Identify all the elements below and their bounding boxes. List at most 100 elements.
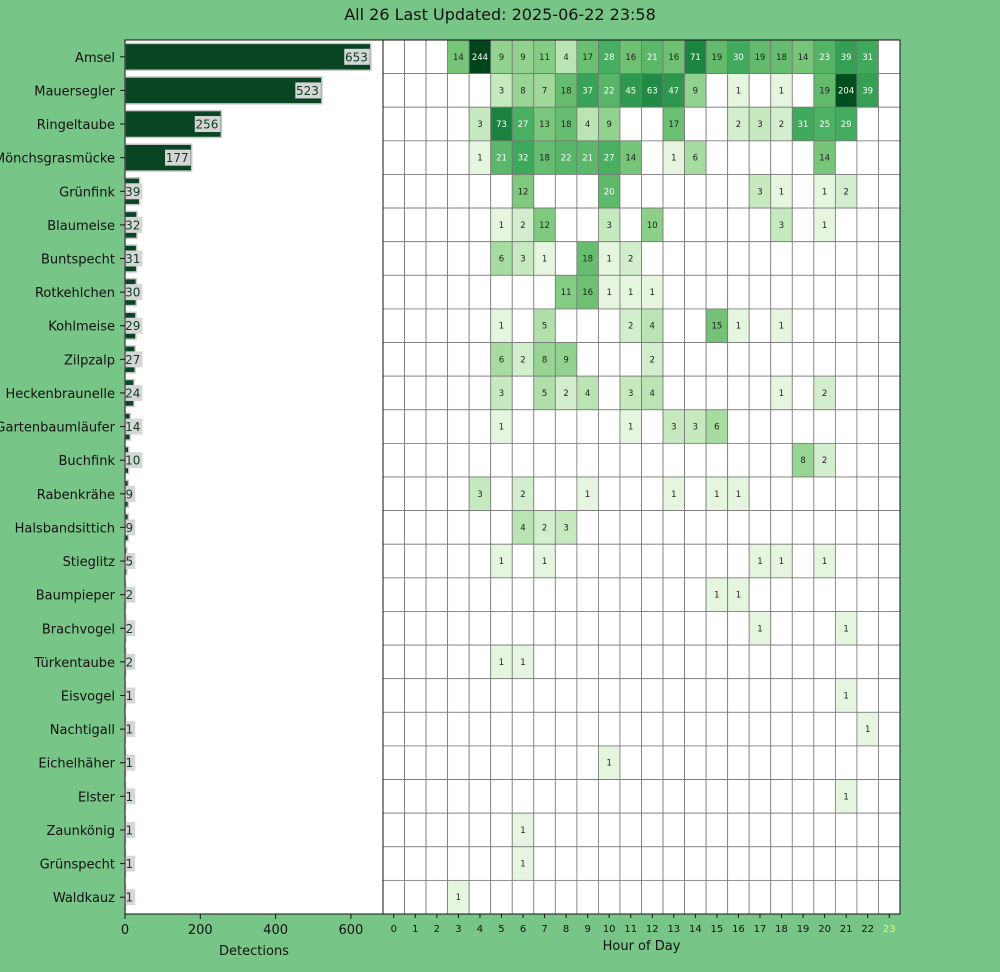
heatmap-cell (856, 476, 879, 512)
heatmap-cell (878, 711, 901, 747)
heatmap-cell (705, 812, 729, 848)
heatmap-cell (705, 779, 729, 814)
hour-tick-label: 0 (391, 924, 397, 935)
heatmap-cell (834, 543, 858, 579)
heatmap-cell-label: 1 (671, 490, 676, 500)
heatmap-cell (382, 342, 405, 377)
bar-value-label: 2 (126, 622, 134, 636)
heatmap-cell (404, 644, 427, 680)
heatmap-cell (727, 409, 750, 444)
heatmap-cell (878, 308, 901, 343)
bar-value-label-bg (194, 116, 221, 133)
heatmap-cell-label: 8 (542, 355, 547, 365)
heatmap-cell (727, 812, 750, 848)
heatmap-cell (684, 711, 707, 747)
heatmap-cell (468, 73, 492, 108)
heatmap-cell-label: 1 (843, 792, 848, 802)
heatmap-cell (533, 879, 556, 915)
heatmap-cell-label: 47 (668, 86, 679, 96)
heatmap-cell (490, 678, 513, 713)
heatmap-cell-label: 1 (757, 624, 762, 634)
bar-value-label-bg (124, 889, 136, 906)
heatmap-cell (619, 543, 642, 579)
heatmap-cell (490, 577, 513, 612)
heatmap-cell (705, 678, 729, 713)
heatmap-cell (447, 241, 470, 276)
x-tick-label: 400 (263, 923, 288, 938)
species-label: Buntspecht (41, 253, 115, 268)
heatmap-cell (705, 274, 729, 310)
heatmap-cell (727, 510, 750, 545)
heatmap-cell (705, 510, 729, 545)
heatmap-cell (511, 442, 535, 478)
heatmap-cell (598, 476, 621, 512)
heatmap-cell (533, 409, 556, 444)
bar-value-label-bg (124, 351, 143, 368)
heatmap-cell-label: 6 (499, 255, 504, 265)
heatmap-cell (511, 577, 535, 612)
heatmap-cell (598, 611, 621, 646)
heatmap-cell (641, 812, 664, 848)
heatmap-cell (684, 174, 707, 209)
hour-tick-label: 9 (584, 924, 590, 935)
heatmap-cell (576, 611, 599, 646)
bar-value-label: 2 (126, 588, 134, 602)
heatmap-cell (748, 342, 772, 377)
heatmap-cell (425, 812, 449, 848)
heatmap-cell-label: 1 (499, 221, 504, 231)
heatmap-cell-label: 3 (628, 389, 633, 399)
heatmap-cell (404, 678, 427, 713)
heatmap-cell-label: 18 (561, 120, 572, 130)
bar-value-label-bg (124, 485, 136, 502)
heatmap-cell (404, 779, 427, 814)
heatmap-cell-label: 1 (520, 826, 525, 836)
heatmap-cell (425, 644, 449, 680)
heatmap-cell-label: 21 (582, 154, 593, 164)
heatmap-cell (727, 241, 750, 276)
heatmap-cell (447, 812, 470, 848)
heatmap-cell (382, 174, 405, 209)
heatmap-cell (447, 207, 470, 243)
heatmap-cell (404, 308, 427, 343)
heatmap-cell (619, 779, 642, 814)
heatmap-cell (727, 846, 750, 881)
heatmap-cell-label: 14 (798, 53, 809, 63)
heatmap-cell-label: 1 (779, 389, 784, 399)
heatmap-cell (511, 711, 535, 747)
heatmap-cell (856, 409, 879, 444)
bar-value-label-bg (124, 452, 143, 469)
heatmap-cell (554, 879, 578, 915)
heatmap-cell-label: 13 (539, 120, 550, 130)
heatmap-cell (834, 644, 858, 680)
bar-value-label-bg (124, 754, 136, 771)
heatmap-cell (533, 174, 556, 209)
heatmap-cell (447, 308, 470, 343)
heatmap-cell (468, 678, 492, 713)
heatmap-cell (878, 140, 901, 175)
heatmap-cell (878, 812, 901, 848)
x-tick-label: 600 (338, 923, 363, 938)
bar-value-label: 27 (125, 353, 140, 367)
heatmap-cell (641, 106, 664, 142)
heatmap-cell (727, 745, 750, 780)
heatmap-cell (856, 375, 879, 411)
heatmap-cell-label: 1 (822, 557, 827, 567)
heatmap-cell (576, 678, 599, 713)
heatmap-cell (425, 241, 449, 276)
heatmap-cell (684, 207, 707, 243)
heatmap-cell (641, 745, 664, 780)
heatmap-cell (511, 274, 535, 310)
heatmap-cell (813, 779, 836, 814)
heatmap-cell (662, 174, 685, 209)
bar-value-label: 14 (125, 420, 140, 434)
species-label: Grünfink (59, 185, 115, 200)
bar-value-label-bg (124, 250, 143, 267)
heatmap-cell (447, 375, 470, 411)
heatmap-cell-label: 18 (776, 53, 787, 63)
heatmap-cell (727, 711, 750, 747)
heatmap-cell (770, 241, 793, 276)
species-label: Eichelhäher (38, 757, 115, 772)
heatmap-cell (598, 644, 621, 680)
heatmap-cell (856, 308, 879, 343)
heatmap-cell (856, 241, 879, 276)
